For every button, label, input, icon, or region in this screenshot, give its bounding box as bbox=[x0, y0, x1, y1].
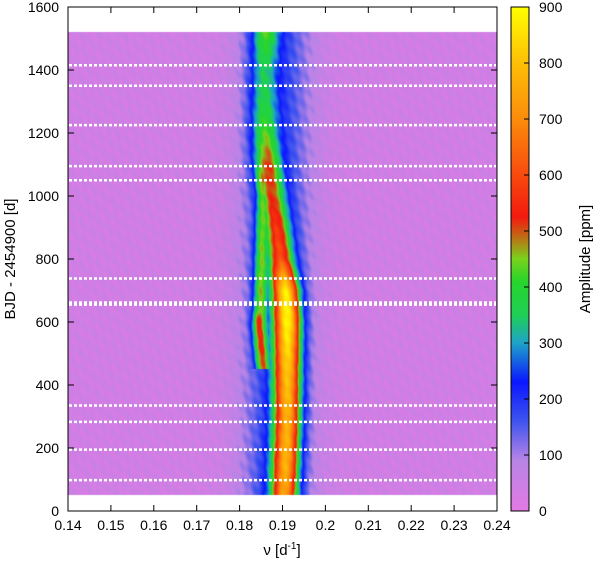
colorbar-tick-label: 300 bbox=[539, 335, 563, 351]
x-tick-label: 0.2 bbox=[316, 517, 336, 533]
y-tick-label: 0 bbox=[51, 503, 59, 519]
x-tick-label: 0.15 bbox=[97, 517, 124, 533]
colorbar-label: Amplitude [ppm] bbox=[577, 205, 594, 313]
x-tick-label: 0.22 bbox=[398, 517, 425, 533]
y-axis-ticks: 0 200 400 600 800 1000 1200 1400 1600 bbox=[28, 0, 497, 519]
data-gap-lines bbox=[69, 64, 496, 482]
colorbar: 0 100 200 300 400 500 600 700 800 900 bbox=[510, 0, 563, 519]
y-tick-label: 200 bbox=[36, 440, 60, 456]
y-tick-label: 1200 bbox=[28, 125, 59, 141]
y-tick-label: 1000 bbox=[28, 188, 59, 204]
colorbar-ticks: 0 100 200 300 400 500 600 700 800 900 bbox=[524, 0, 563, 519]
colorbar-tick-label: 600 bbox=[539, 167, 563, 183]
x-axis-label: ν [d-1] bbox=[263, 541, 300, 559]
heatmap-image bbox=[68, 7, 497, 511]
x-tick-label: 0.21 bbox=[355, 517, 382, 533]
y-tick-label: 400 bbox=[36, 377, 60, 393]
colorbar-tick-label: 800 bbox=[539, 55, 563, 71]
colorbar-tick-label: 100 bbox=[539, 447, 563, 463]
colorbar-tick-label: 900 bbox=[539, 0, 563, 15]
x-tick-label: 0.18 bbox=[226, 517, 253, 533]
colorbar-tick-label: 0 bbox=[539, 503, 547, 519]
x-tick-label: 0.23 bbox=[440, 517, 467, 533]
colorbar-tick-label: 400 bbox=[539, 279, 563, 295]
plot-area: 0.14 0.15 0.16 0.17 0.18 0.19 0.2 0.21 0.22 0.23 0… bbox=[28, 0, 511, 533]
colorbar-gradient bbox=[511, 7, 529, 511]
x-tick-label: 0.16 bbox=[140, 517, 167, 533]
x-tick-label: 0.19 bbox=[269, 517, 296, 533]
y-axis-label: BJD - 2454900 [d] bbox=[2, 199, 19, 320]
y-tick-label: 1600 bbox=[28, 0, 59, 15]
y-tick-label: 800 bbox=[36, 251, 60, 267]
x-tick-label: 0.14 bbox=[54, 517, 81, 533]
x-axis-ticks: 0.14 0.15 0.16 0.17 0.18 0.19 0.2 0.21 0.22 0.23 0… bbox=[54, 7, 511, 533]
y-tick-label: 600 bbox=[36, 314, 60, 330]
colorbar-frame bbox=[510, 6, 530, 512]
colorbar-tick-label: 200 bbox=[539, 391, 563, 407]
y-tick-label: 1400 bbox=[28, 62, 59, 78]
colorbar-tick-label: 500 bbox=[539, 223, 563, 239]
x-tick-label: 0.17 bbox=[183, 517, 210, 533]
colorbar-tick-label: 700 bbox=[539, 111, 563, 127]
x-tick-label: 0.24 bbox=[483, 517, 510, 533]
